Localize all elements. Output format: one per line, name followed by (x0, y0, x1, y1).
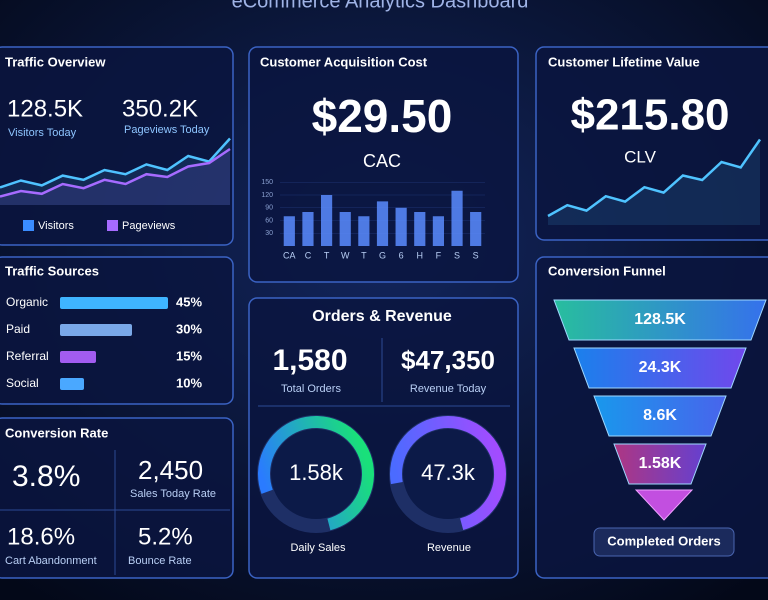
x-tick-label: C (305, 250, 312, 260)
metric-value: 1,580 (272, 344, 347, 377)
panel (535, 46, 768, 241)
line-series (547, 138, 762, 218)
gauge-value: 47.3k (421, 460, 476, 485)
y-tick-label: 30 (265, 230, 273, 237)
x-tick-label: H (417, 250, 424, 260)
metric-label: Pageviews Today (124, 124, 210, 136)
bar (451, 190, 463, 246)
value-label: 10% (176, 375, 202, 390)
bar (470, 212, 482, 246)
line-series (0, 147, 231, 198)
bar (358, 216, 370, 246)
funnel-label: 24.3K (639, 359, 682, 376)
bar (302, 212, 314, 246)
x-tick-label: T (324, 250, 330, 260)
dashboard-title: eCommerce Analytics Dashboard (232, 0, 529, 12)
x-tick-label: CA (283, 250, 296, 260)
gauge-value: 1.58k (289, 460, 344, 485)
bar (60, 297, 168, 309)
bar (60, 378, 84, 390)
funnel-label: 1.58K (639, 455, 682, 472)
metric-value: 5.2% (138, 523, 193, 550)
panel-title: Traffic Sources (5, 263, 99, 278)
value-label: 30% (176, 321, 202, 336)
x-tick-label: W (341, 250, 350, 260)
x-tick-label: S (454, 250, 460, 260)
y-tick-label: 150 (261, 179, 273, 186)
bar (395, 207, 407, 246)
value-label: 45% (176, 294, 202, 309)
bar (414, 212, 426, 246)
metric-value: 350.2K (122, 95, 198, 122)
category-label: Organic (6, 295, 48, 309)
x-tick-label: G (379, 250, 386, 260)
gauge-arc (258, 416, 374, 532)
funnel-stage (593, 395, 727, 437)
metric-label: Revenue Today (410, 383, 487, 395)
funnel-label: 8.6K (643, 407, 677, 424)
value-label: 15% (176, 348, 202, 363)
metric-value: 3.8% (12, 460, 80, 493)
bar (432, 216, 444, 246)
legend-label: Pageviews (122, 220, 176, 232)
y-tick-label: 60 (265, 217, 273, 224)
bar (339, 212, 351, 246)
bar (283, 216, 295, 246)
metric-label: Total Orders (281, 383, 341, 395)
metric-label: Sales Today Rate (130, 488, 216, 500)
gauge-label: Revenue (427, 542, 471, 554)
line-area (0, 149, 230, 205)
panel (248, 46, 519, 283)
metric-value: 18.6% (7, 523, 75, 550)
metric-value: 2,450 (138, 455, 203, 485)
funnel-tip (634, 489, 694, 521)
metric-value: $47,350 (401, 345, 495, 375)
line-area (548, 139, 760, 225)
completed-orders-button[interactable] (593, 527, 735, 557)
panel-title: Orders & Revenue (312, 308, 452, 325)
panel (0, 417, 234, 579)
legend-label: Visitors (38, 220, 74, 232)
x-tick-label: T (361, 250, 367, 260)
funnel-stage (613, 443, 707, 485)
metric-label: Visitors Today (8, 127, 77, 139)
metric-value: 128.5K (7, 95, 83, 122)
metric-label: Cart Abandonment (5, 555, 97, 567)
bar (60, 324, 132, 336)
category-label: Social (6, 376, 39, 390)
big-label: CLV (624, 147, 656, 166)
panel-title: Conversion Funnel (548, 263, 666, 278)
funnel-stage (553, 299, 767, 341)
y-tick-label: 90 (265, 205, 273, 212)
legend-swatch (107, 220, 118, 231)
category-label: Paid (6, 322, 30, 336)
metric-label: Bounce Rate (128, 555, 192, 567)
x-tick-label: 6 (399, 250, 404, 260)
gauge-label: Daily Sales (290, 542, 346, 554)
category-label: Referral (6, 349, 49, 363)
panel-title: Customer Lifetime Value (548, 54, 700, 69)
line-series (0, 137, 231, 189)
big-label: CAC (363, 151, 401, 171)
bar (60, 351, 96, 363)
x-tick-label: S (473, 250, 479, 260)
funnel-label: 128.5K (634, 311, 686, 328)
funnel-stage (573, 347, 747, 389)
y-tick-label: 120 (261, 192, 273, 199)
x-tick-label: F (436, 250, 442, 260)
button-label[interactable]: Completed Orders (607, 533, 720, 548)
legend-swatch (23, 220, 34, 231)
line-area (0, 138, 230, 205)
big-value: $215.80 (570, 91, 729, 140)
panel (0, 46, 234, 246)
gauge-arc (390, 416, 506, 532)
bar (321, 195, 333, 246)
panel-title: Traffic Overview (5, 54, 106, 69)
bar (376, 201, 389, 246)
big-value: $29.50 (312, 90, 453, 142)
panel-title: Customer Acquisition Cost (260, 54, 428, 69)
panel-title: Conversion Rate (5, 425, 108, 440)
